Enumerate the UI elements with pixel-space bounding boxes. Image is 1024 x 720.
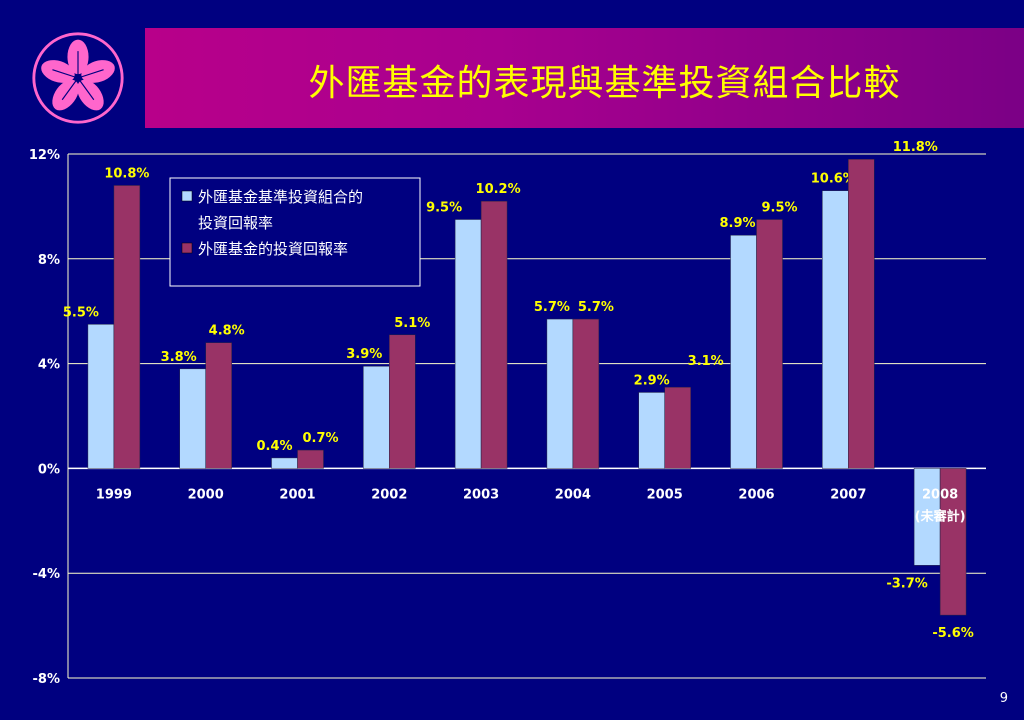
legend-swatch-benchmark [181,190,193,202]
fund-bar [205,342,232,469]
x-tick-label: 2006 [738,487,774,502]
benchmark-bar [546,318,574,469]
fund-bar [297,449,324,469]
fund-bar [939,468,967,616]
y-tick-label: -8% [33,672,60,687]
data-label: 3.8% [161,350,197,365]
x-tick-label: 2004 [555,487,591,502]
data-label: 5.1% [394,316,430,331]
data-label: 5.7% [578,300,614,315]
data-label: 8.9% [719,216,755,231]
benchmark-bar [87,324,115,469]
fund-bar [848,158,875,469]
benchmark-bar [638,392,665,469]
legend-swatch-fund [181,242,193,254]
y-tick-label: 4% [38,358,60,373]
fund-bar [480,200,508,469]
x-tick-label: 2001 [279,487,315,502]
y-tick-label: 12% [29,148,60,163]
benchmark-bar [913,468,941,566]
data-label: 3.1% [688,354,724,369]
data-label: 9.5% [426,201,462,216]
fund-bar [389,334,416,469]
data-label: 4.8% [209,324,245,339]
data-label: 3.9% [346,347,382,362]
x-tick-label: 1999 [96,487,132,502]
benchmark-bar [730,234,757,469]
legend-label-benchmark: 外匯基金基準投資組合的 [198,188,363,206]
benchmark-bar [363,365,390,469]
fund-bar [572,318,600,469]
y-tick-label: -4% [33,567,60,582]
x-tick-label: 2008 [922,487,958,502]
data-label: 5.5% [63,305,99,320]
y-tick-label: 8% [38,253,60,268]
x-tick-label: 2000 [188,487,224,502]
data-label: 11.8% [893,140,938,155]
bauhinia-flower-icon [32,32,124,124]
legend-box [169,177,421,287]
data-label: 10.8% [104,166,149,181]
data-label: 0.4% [256,439,292,454]
data-label: 10.2% [476,182,521,197]
data-label: 9.5% [761,201,797,216]
data-label: -5.6% [932,626,973,641]
data-label: 10.6% [811,172,856,187]
fund-bar [664,386,691,469]
page-title: 外匯基金的表現與基準投資組合比較 [308,63,901,104]
x-tick-label: 2005 [647,487,683,502]
legend-label-fund: 外匯基金的投資回報率 [198,240,348,258]
title-banner: 外匯基金的表現與基準投資組合比較 [145,28,1024,128]
y-tick-label: 0% [38,462,60,477]
data-label: 2.9% [634,373,670,388]
data-label: -3.7% [886,576,927,591]
x-tick-note: (未審計) [915,508,966,524]
page-number: 9 [999,691,1008,706]
x-tick-label: 2007 [830,487,866,502]
benchmark-bar [271,457,298,469]
x-tick-label: 2003 [463,487,499,502]
data-label: 0.7% [302,431,338,446]
data-label: 5.7% [534,300,570,315]
fund-bar [756,219,783,469]
x-tick-label: 2002 [371,487,407,502]
benchmark-bar [179,368,206,469]
benchmark-bar [454,219,482,469]
fund-bar [113,185,141,469]
benchmark-bar [822,190,849,469]
legend-label-benchmark-line2: 投資回報率 [198,214,273,232]
